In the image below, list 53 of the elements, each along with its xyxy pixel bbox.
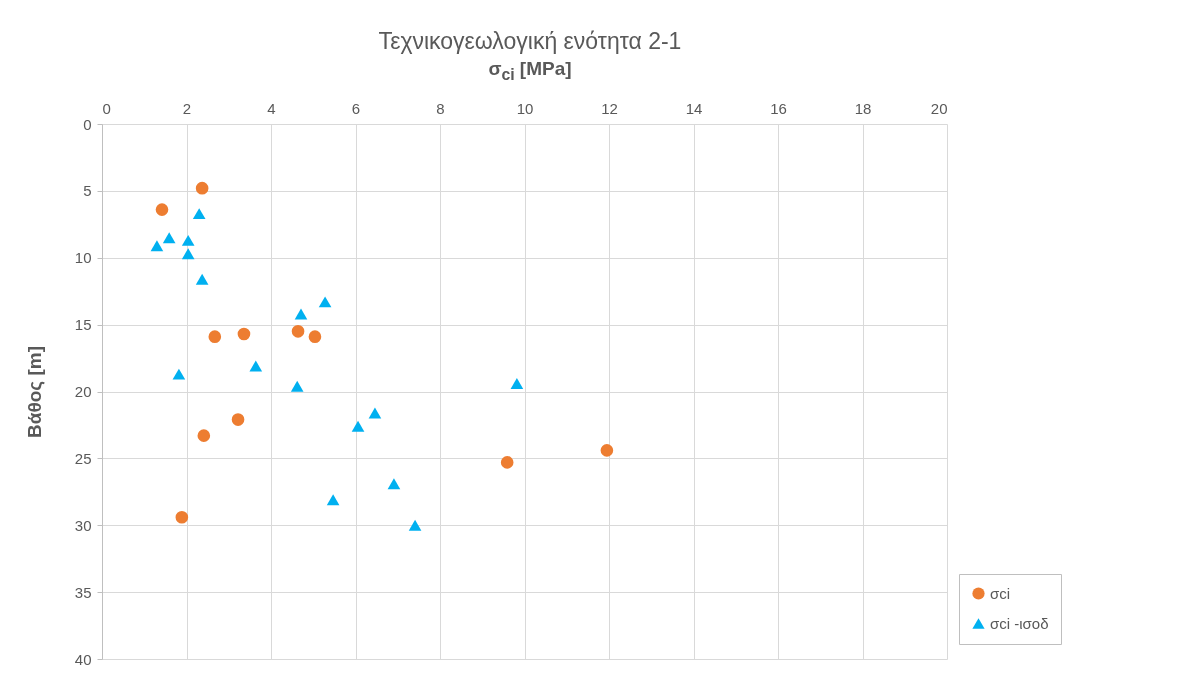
point	[155, 203, 169, 216]
y-tick-label: 10	[74, 249, 92, 267]
x-tick-label: 14	[685, 99, 703, 117]
x-tick-label: 18	[854, 99, 872, 117]
point	[291, 325, 305, 338]
point	[197, 429, 211, 442]
point	[368, 407, 382, 419]
x-tick-label: 8	[436, 99, 445, 117]
point	[600, 444, 614, 457]
x-axis-title: σ$_{ci}$ [MPa]	[487, 58, 573, 85]
point	[387, 478, 401, 490]
x-tick-label: 4	[267, 99, 276, 117]
point	[237, 327, 251, 341]
point	[249, 360, 263, 372]
x-tick-label: 20	[930, 99, 948, 117]
point	[231, 413, 245, 426]
y-tick-label: 25	[74, 449, 92, 467]
point	[208, 330, 222, 343]
x-tick-label: 6	[351, 99, 361, 117]
point	[294, 308, 308, 320]
y-tick-label: 40	[74, 650, 92, 668]
chart-title: Τεχνικογεωλογική ενότητα 2-1	[377, 28, 683, 55]
y-tick-label: 0	[83, 115, 92, 133]
point	[510, 378, 524, 389]
point	[351, 420, 365, 432]
y-tick-label: 35	[74, 583, 92, 601]
point	[195, 273, 209, 285]
point	[162, 232, 176, 244]
point	[195, 181, 209, 195]
point	[172, 368, 186, 380]
point	[408, 519, 422, 531]
legend-label: σci -ισοδ	[990, 614, 1049, 632]
y-axis-title: Βάθος [m]	[23, 346, 45, 438]
point	[290, 380, 304, 392]
point	[326, 494, 340, 506]
y-tick-label: 5	[83, 182, 92, 200]
x-tick-label: 12	[601, 99, 618, 117]
y-tick-label: 30	[74, 516, 92, 534]
y-tick-label: 20	[74, 383, 92, 400]
point	[192, 208, 206, 220]
point	[175, 510, 189, 524]
x-tick-label: 0	[102, 99, 111, 117]
point	[181, 234, 195, 246]
point	[500, 456, 514, 469]
y-tick-label: 15	[74, 316, 92, 334]
point	[308, 330, 322, 343]
legend-label: σci	[990, 584, 1011, 602]
point	[181, 248, 195, 260]
x-tick-label: 10	[516, 99, 534, 117]
x-tick-label: 2	[182, 99, 192, 117]
point	[150, 240, 164, 252]
point	[318, 296, 332, 308]
x-tick-label: 16	[770, 99, 787, 117]
